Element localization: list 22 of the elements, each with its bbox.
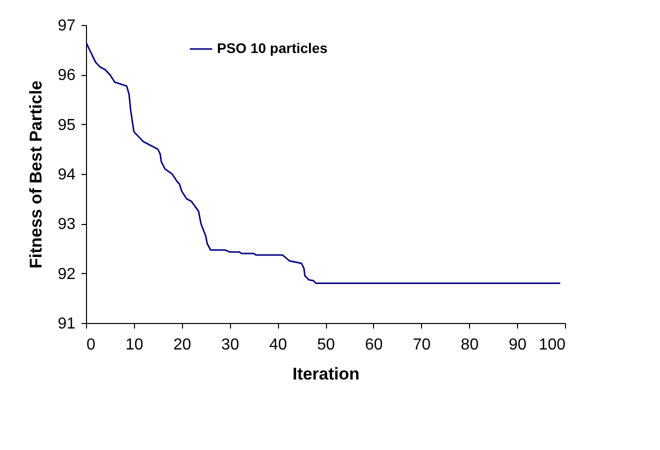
x-tick-label: 50 <box>317 336 335 354</box>
y-tick-label: 97 <box>58 18 76 34</box>
x-tick-label: 0 <box>86 336 96 354</box>
y-tick-label: 91 <box>58 316 76 332</box>
legend-label: PSO 10 particles <box>217 40 328 56</box>
y-tick-label: 96 <box>58 67 76 84</box>
x-tick-label: 100 <box>538 336 566 354</box>
x-tick-label: 60 <box>365 336 383 354</box>
y-tick-label: 93 <box>58 216 76 234</box>
y-tick-label: 94 <box>58 166 76 184</box>
x-tick-label: 80 <box>460 336 479 354</box>
x-tick-label: 20 <box>173 336 192 354</box>
x-tick-label: 70 <box>412 336 431 354</box>
y-tick-label: 95 <box>58 116 76 134</box>
x-tick-label: 90 <box>508 336 527 354</box>
x-tick-label: 40 <box>269 336 288 354</box>
x-tick-label: 30 <box>221 336 240 354</box>
line-series <box>86 42 561 284</box>
y-axis-title: Fitness of Best Particle <box>26 80 46 269</box>
y-tick-label: 92 <box>58 266 76 283</box>
x-tick-label: 10 <box>126 336 144 354</box>
x-axis-title: Iteration <box>292 364 360 384</box>
